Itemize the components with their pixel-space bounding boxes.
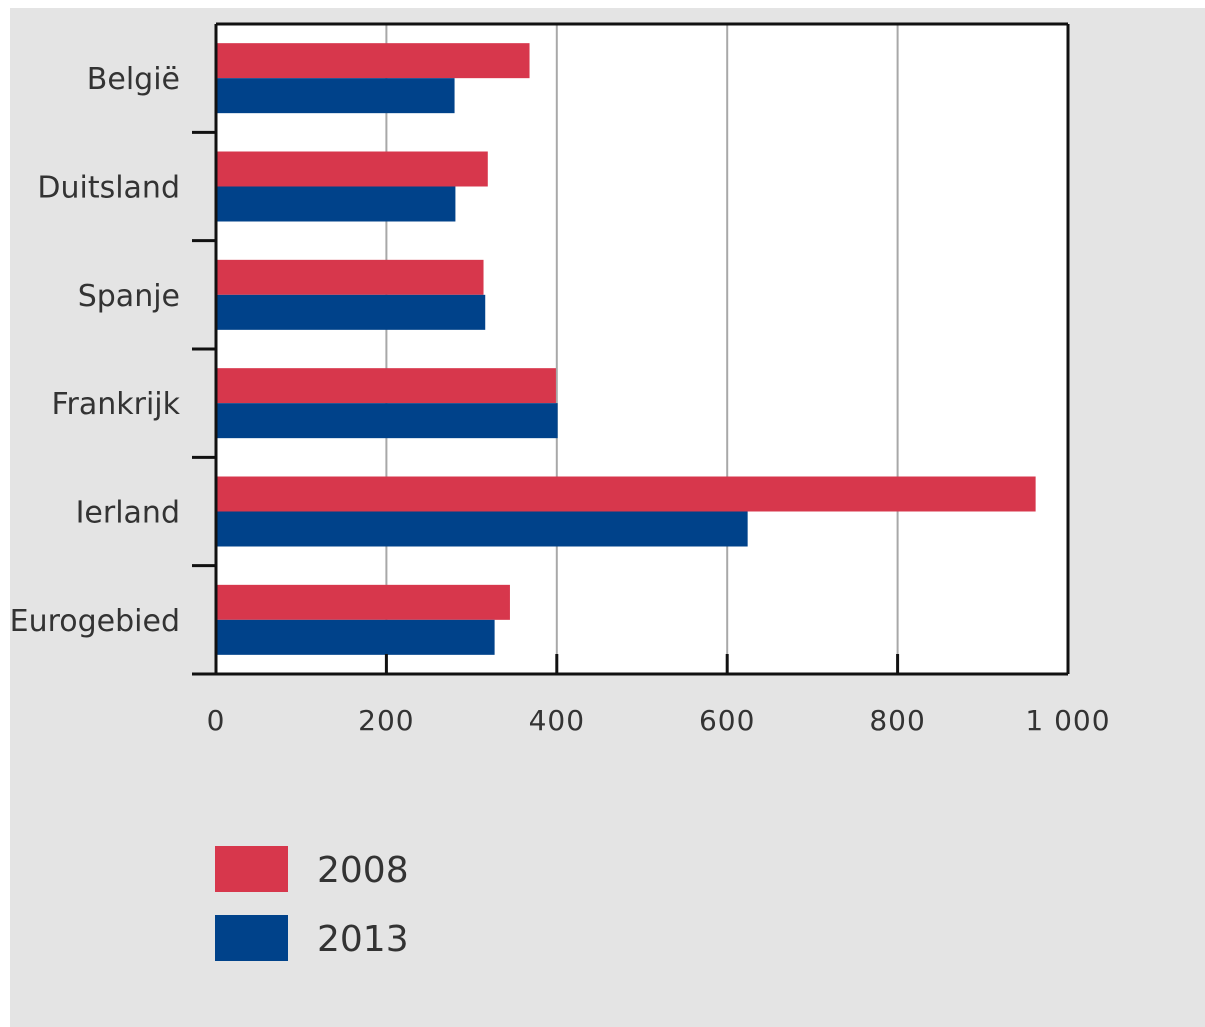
legend-label-2008: 2008 — [317, 850, 409, 891]
axes — [192, 22, 1070, 676]
bar-belgie-2008 — [216, 43, 530, 79]
bar-spanje-2013 — [216, 294, 486, 330]
plot-area — [216, 24, 1068, 674]
x-tick-labels: 0 200 400 600 800 1 000 — [207, 704, 1110, 737]
x-tick-label-600: 600 — [699, 704, 755, 737]
chart-panel: België Duitsland Spanje Frankrijk Ierland Eur… — [10, 8, 1205, 1027]
legend-swatch-2008 — [215, 846, 288, 892]
x-tick-label-200: 200 — [358, 704, 414, 737]
category-label-duitsland: Duitsland — [37, 171, 180, 206]
bar-eurogebied-2013 — [216, 619, 495, 655]
category-labels: België Duitsland Spanje Frankrijk Ierland Eur… — [10, 62, 181, 639]
category-label-eurogebied: Eurogebied — [10, 604, 180, 639]
bar-chart: België Duitsland Spanje Frankrijk Ierland Eur… — [10, 22, 1110, 961]
category-label-belgie: België — [87, 62, 180, 97]
legend-swatch-2013 — [215, 915, 288, 961]
bar-ierland-2008 — [216, 476, 1036, 512]
category-label-frankrijk: Frankrijk — [51, 387, 180, 422]
x-tick-label-1000: 1 000 — [1025, 704, 1110, 737]
bar-frankrijk-2013 — [216, 403, 558, 439]
category-label-spanje: Spanje — [78, 279, 180, 314]
category-label-ierland: Ierland — [76, 496, 180, 531]
x-tick-label-0: 0 — [207, 704, 226, 737]
x-tick-label-400: 400 — [529, 704, 585, 737]
legend-label-2013: 2013 — [317, 919, 409, 960]
bar-eurogebied-2008 — [216, 584, 510, 620]
bar-duitsland-2013 — [216, 186, 456, 222]
bar-duitsland-2008 — [216, 151, 488, 187]
gridlines — [385, 24, 899, 674]
bars — [216, 43, 1036, 655]
bar-ierland-2013 — [216, 511, 748, 547]
bar-belgie-2013 — [216, 78, 455, 114]
x-tick-label-800: 800 — [869, 704, 925, 737]
bar-spanje-2008 — [216, 259, 484, 295]
legend: 2008 2013 — [215, 846, 409, 961]
bar-frankrijk-2008 — [216, 368, 556, 404]
